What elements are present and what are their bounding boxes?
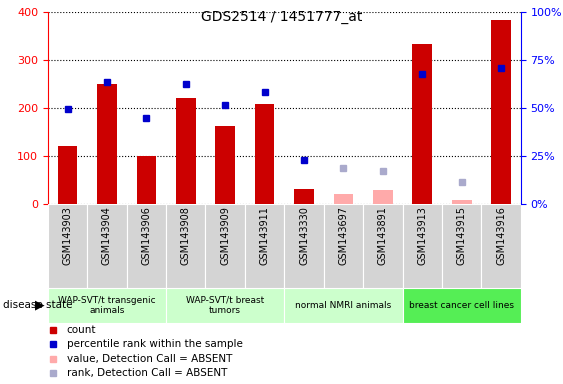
Bar — [87, 204, 127, 288]
Text: WAP-SVT/t breast
tumors: WAP-SVT/t breast tumors — [186, 296, 264, 315]
Bar — [403, 288, 521, 323]
Bar — [97, 84, 117, 204]
Text: GSM143891: GSM143891 — [378, 206, 388, 265]
Text: GSM143911: GSM143911 — [260, 206, 270, 265]
Text: disease state: disease state — [3, 300, 72, 310]
Bar — [284, 288, 403, 323]
Bar — [166, 204, 205, 288]
Text: ▶: ▶ — [35, 299, 45, 312]
Text: GSM143904: GSM143904 — [102, 206, 112, 265]
Bar — [333, 194, 354, 204]
Text: GSM143916: GSM143916 — [496, 206, 506, 265]
Bar — [137, 156, 157, 204]
Bar — [166, 288, 284, 323]
Text: GSM143909: GSM143909 — [220, 206, 230, 265]
Text: normal NMRI animals: normal NMRI animals — [296, 301, 391, 310]
Text: GSM143908: GSM143908 — [181, 206, 191, 265]
Text: GSM143330: GSM143330 — [299, 206, 309, 265]
Text: GDS2514 / 1451777_at: GDS2514 / 1451777_at — [201, 10, 362, 23]
Text: rank, Detection Call = ABSENT: rank, Detection Call = ABSENT — [67, 368, 227, 378]
Bar — [205, 204, 245, 288]
Bar — [324, 204, 363, 288]
Bar — [373, 190, 392, 204]
Text: GSM143915: GSM143915 — [457, 206, 467, 265]
Bar — [254, 104, 275, 204]
Bar — [48, 204, 87, 288]
Text: GSM143903: GSM143903 — [62, 206, 73, 265]
Bar — [127, 204, 166, 288]
Text: breast cancer cell lines: breast cancer cell lines — [409, 301, 514, 310]
Bar — [245, 204, 284, 288]
Bar — [363, 204, 403, 288]
Bar — [215, 126, 235, 204]
Bar — [58, 146, 77, 204]
Text: value, Detection Call = ABSENT: value, Detection Call = ABSENT — [67, 354, 232, 364]
Bar — [491, 20, 511, 204]
Bar — [403, 204, 442, 288]
Bar — [176, 98, 196, 204]
Bar — [442, 204, 481, 288]
Text: count: count — [67, 325, 96, 335]
Bar — [48, 288, 166, 323]
Text: WAP-SVT/t transgenic
animals: WAP-SVT/t transgenic animals — [58, 296, 156, 315]
Bar — [481, 204, 521, 288]
Text: GSM143913: GSM143913 — [417, 206, 427, 265]
Bar — [294, 189, 314, 204]
Text: GSM143697: GSM143697 — [338, 206, 348, 265]
Bar — [452, 200, 471, 204]
Text: percentile rank within the sample: percentile rank within the sample — [67, 339, 243, 349]
Bar — [284, 204, 324, 288]
Text: GSM143906: GSM143906 — [141, 206, 151, 265]
Bar — [412, 44, 432, 204]
